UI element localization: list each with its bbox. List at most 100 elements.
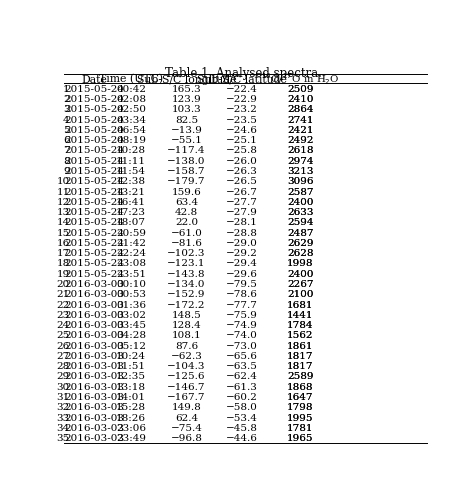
Text: −62.4: −62.4 [226,372,257,381]
Text: 1562: 1562 [287,331,314,340]
Text: 27: 27 [57,351,70,360]
Text: 2628: 2628 [287,248,314,258]
Text: −25.1: −25.1 [226,136,257,145]
Text: −123.1: −123.1 [167,259,206,268]
Text: −27.9: −27.9 [226,208,257,216]
Text: 2016-03-03: 2016-03-03 [64,382,124,391]
Text: 2487: 2487 [287,228,314,237]
Text: 21: 21 [57,290,70,299]
Text: −134.0: −134.0 [167,280,206,289]
Text: 87.6: 87.6 [175,341,198,350]
Text: 1647: 1647 [287,392,314,401]
Text: 19: 19 [57,269,70,278]
Text: 12:38: 12:38 [116,177,146,186]
Text: −23.2: −23.2 [226,105,257,114]
Text: −75.9: −75.9 [226,310,257,319]
Text: 1647: 1647 [287,392,314,401]
Text: −79.5: −79.5 [226,280,257,289]
Text: 5: 5 [63,126,70,135]
Text: 2015-05-24: 2015-05-24 [64,259,124,268]
Text: 2100: 2100 [287,290,314,299]
Text: 00:42: 00:42 [116,85,146,94]
Text: 2864: 2864 [287,105,314,114]
Text: 2015-05-24: 2015-05-24 [64,167,124,176]
Text: 03:45: 03:45 [116,321,146,330]
Text: −104.3: −104.3 [167,361,206,370]
Text: 03:02: 03:02 [116,310,146,319]
Text: 2015-05-24: 2015-05-24 [64,269,124,278]
Text: −167.7: −167.7 [167,392,206,401]
Text: 11:51: 11:51 [116,361,146,370]
Text: 63.4: 63.4 [175,197,198,206]
Text: 2741: 2741 [287,115,314,124]
Text: 2015-05-24: 2015-05-24 [64,95,124,104]
Text: 13:18: 13:18 [116,382,146,391]
Text: −73.0: −73.0 [226,341,257,350]
Text: 1817: 1817 [287,361,314,370]
Text: −143.8: −143.8 [167,269,206,278]
Text: −28.1: −28.1 [226,218,257,227]
Text: 3096: 3096 [287,177,314,186]
Text: 1861: 1861 [287,341,314,350]
Text: 2015-05-24: 2015-05-24 [64,105,124,114]
Text: Date: Date [82,75,107,84]
Text: 7: 7 [63,146,70,155]
Text: 33: 33 [57,413,70,422]
Text: 148.5: 148.5 [171,310,201,319]
Text: −61.0: −61.0 [171,228,202,237]
Text: 34: 34 [57,423,70,432]
Text: −172.2: −172.2 [167,300,206,309]
Text: −29.4: −29.4 [226,259,257,268]
Text: 3213: 3213 [287,167,314,176]
Text: −60.2: −60.2 [226,392,257,401]
Text: 2509: 2509 [287,85,314,94]
Text: Table 1. Analysed spectra.: Table 1. Analysed spectra. [165,67,322,80]
Text: −117.4: −117.4 [167,146,206,155]
Text: 1817: 1817 [287,361,314,370]
Text: 1998: 1998 [287,259,314,268]
Text: −58.0: −58.0 [226,402,257,411]
Text: 1998: 1998 [287,259,314,268]
Text: 2016-03-03: 2016-03-03 [64,321,124,330]
Text: 2016-03-03: 2016-03-03 [64,372,124,381]
Text: 1868: 1868 [287,382,314,391]
Text: −138.0: −138.0 [167,156,206,165]
Text: 2016-03-03: 2016-03-03 [64,402,124,411]
Text: $^{16}$O/$^{17}$O in H$_2$O: $^{16}$O/$^{17}$O in H$_2$O [261,72,340,87]
Text: 23:08: 23:08 [116,259,146,268]
Text: 12: 12 [57,197,70,206]
Text: 08:19: 08:19 [116,136,146,145]
Text: 35: 35 [57,433,70,442]
Text: 2267: 2267 [287,280,314,289]
Text: 2628: 2628 [287,248,314,258]
Text: 2: 2 [63,95,70,104]
Text: 21:42: 21:42 [116,238,146,247]
Text: 05:12: 05:12 [116,341,146,350]
Text: 1861: 1861 [287,341,314,350]
Text: 2015-05-24: 2015-05-24 [64,146,124,155]
Text: 2015-05-24: 2015-05-24 [64,115,124,124]
Text: 2509: 2509 [287,85,314,94]
Text: 103.3: 103.3 [171,105,201,114]
Text: 3096: 3096 [287,177,314,186]
Text: 2618: 2618 [287,146,314,155]
Text: 18: 18 [57,259,70,268]
Text: −26.3: −26.3 [226,167,257,176]
Text: 12:35: 12:35 [116,372,146,381]
Text: 1441: 1441 [287,310,314,319]
Text: 2016-03-03: 2016-03-03 [64,423,124,432]
Text: Time (UTC): Time (UTC) [99,74,163,85]
Text: 23:51: 23:51 [116,269,146,278]
Text: 20: 20 [57,280,70,289]
Text: 2015-05-24: 2015-05-24 [64,136,124,145]
Text: 8: 8 [63,156,70,165]
Text: 2421: 2421 [287,126,314,135]
Text: 1995: 1995 [287,413,314,422]
Text: 14:01: 14:01 [116,392,146,401]
Text: 1995: 1995 [287,413,314,422]
Text: 108.1: 108.1 [171,331,201,340]
Text: 2589: 2589 [287,372,314,381]
Text: 3213: 3213 [287,167,314,176]
Text: 30: 30 [57,382,70,391]
Text: 1798: 1798 [287,402,314,411]
